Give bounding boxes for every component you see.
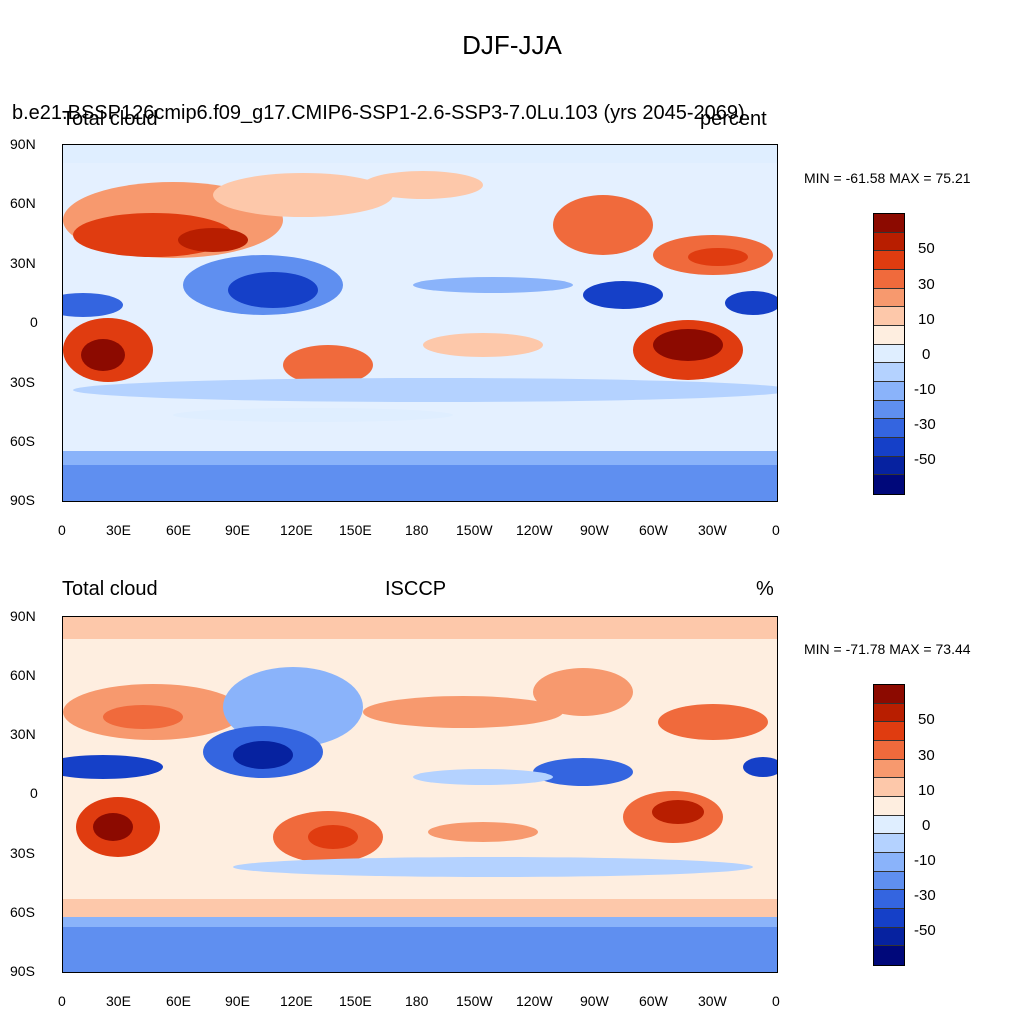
top-colorbar-label: 30 xyxy=(918,276,935,293)
bottom-min-max: MIN = -71.78 MAX = 73.44 xyxy=(804,641,971,657)
bottom-colorbar-label: 30 xyxy=(918,747,935,764)
top-lon-label: 180 xyxy=(405,522,429,538)
top-lat-label: 90N xyxy=(10,136,36,152)
bottom-colorbar-label: 0 xyxy=(922,817,931,834)
top-map xyxy=(62,144,778,502)
colorbar-swatch xyxy=(874,778,904,797)
top-lon-label: 90E xyxy=(225,522,250,538)
colorbar-swatch xyxy=(874,740,904,760)
bottom-map xyxy=(62,616,778,973)
bottom-lat-label: 30S xyxy=(10,845,35,861)
colorbar-swatch xyxy=(874,852,904,872)
bottom-lon-label: 30W xyxy=(698,993,727,1009)
bottom-lon-label: 120W xyxy=(516,993,553,1009)
colorbar-swatch xyxy=(874,381,904,401)
top-lon-label: 30W xyxy=(698,522,727,538)
top-colorbar-label: 10 xyxy=(918,311,935,328)
colorbar-swatch xyxy=(874,325,904,345)
colorbar-swatch xyxy=(874,456,904,476)
top-center-title: b.e21.BSSP126cmip6.f09_g17.CMIP6-SSP1-2.… xyxy=(12,102,745,124)
top-lat-label: 60N xyxy=(10,195,36,211)
colorbar-swatch xyxy=(874,834,904,853)
colorbar-swatch xyxy=(874,759,904,779)
bottom-lon-label: 60E xyxy=(166,993,191,1009)
top-lon-label: 150W xyxy=(456,522,493,538)
bottom-right-title: % xyxy=(756,578,774,600)
colorbar-swatch xyxy=(874,796,904,816)
bottom-lat-label: 30N xyxy=(10,726,36,742)
colorbar-swatch xyxy=(874,685,904,704)
top-colorbar-label: 0 xyxy=(922,346,931,363)
colorbar-swatch xyxy=(874,419,904,438)
top-lon-label: 0 xyxy=(58,522,66,538)
colorbar-swatch xyxy=(874,722,904,741)
bottom-lon-label: 60W xyxy=(639,993,668,1009)
top-colorbar-label: -50 xyxy=(914,451,936,468)
colorbar-swatch xyxy=(874,214,904,233)
bottom-lon-label: 90E xyxy=(225,993,250,1009)
top-lon-label: 120E xyxy=(280,522,313,538)
top-lon-label: 0 xyxy=(772,522,780,538)
top-left-title: Total cloud xyxy=(62,108,158,130)
colorbar-swatch xyxy=(874,232,904,252)
bottom-lon-label: 120E xyxy=(280,993,313,1009)
colorbar-swatch xyxy=(874,269,904,289)
bottom-colorbar-label: -30 xyxy=(914,887,936,904)
top-lon-label: 30E xyxy=(106,522,131,538)
bottom-lon-label: 0 xyxy=(772,993,780,1009)
top-right-title: percent xyxy=(700,108,767,130)
top-lat-label: 90S xyxy=(10,492,35,508)
top-lat-label: 30N xyxy=(10,255,36,271)
colorbar-swatch xyxy=(874,307,904,326)
bottom-lat-label: 90N xyxy=(10,608,36,624)
top-lon-label: 60W xyxy=(639,522,668,538)
colorbar-swatch xyxy=(874,908,904,928)
top-lon-label: 150E xyxy=(339,522,372,538)
colorbar-swatch xyxy=(874,251,904,270)
colorbar-swatch xyxy=(874,927,904,947)
bottom-lon-label: 30E xyxy=(106,993,131,1009)
colorbar-swatch xyxy=(874,475,904,494)
colorbar-swatch xyxy=(874,871,904,891)
bottom-lat-label: 90S xyxy=(10,963,35,979)
bottom-lat-label: 60N xyxy=(10,667,36,683)
top-colorbar-label: -30 xyxy=(914,416,936,433)
colorbar-swatch xyxy=(874,363,904,382)
colorbar-swatch xyxy=(874,890,904,909)
top-colorbar xyxy=(873,213,905,495)
bottom-lon-label: 90W xyxy=(580,993,609,1009)
bottom-colorbar xyxy=(873,684,905,966)
bottom-left-title: Total cloud xyxy=(62,578,158,600)
top-lon-label: 90W xyxy=(580,522,609,538)
colorbar-swatch xyxy=(874,437,904,457)
top-lon-label: 120W xyxy=(516,522,553,538)
colorbar-swatch xyxy=(874,703,904,723)
bottom-map-field xyxy=(63,617,777,972)
top-colorbar-label: -10 xyxy=(914,381,936,398)
bottom-colorbar-label: -10 xyxy=(914,852,936,869)
top-map-field xyxy=(63,145,777,501)
bottom-lon-label: 180 xyxy=(405,993,429,1009)
bottom-colorbar-label: -50 xyxy=(914,922,936,939)
bottom-lon-label: 150E xyxy=(339,993,372,1009)
colorbar-swatch xyxy=(874,946,904,965)
top-lat-label: 0 xyxy=(30,314,38,330)
bottom-center-title: ISCCP xyxy=(385,578,447,600)
colorbar-swatch xyxy=(874,344,904,364)
top-lat-label: 30S xyxy=(10,374,35,390)
bottom-lat-label: 0 xyxy=(30,785,38,801)
bottom-lon-label: 150W xyxy=(456,993,493,1009)
top-lon-label: 60E xyxy=(166,522,191,538)
top-min-max-text: MIN = -61.58 MAX = 75.21 xyxy=(804,170,971,186)
bottom-colorbar-label: 50 xyxy=(918,711,935,728)
bottom-colorbar-label: 10 xyxy=(918,782,935,799)
top-colorbar-label: 50 xyxy=(918,240,935,257)
colorbar-swatch xyxy=(874,288,904,308)
figure-title: DJF-JJA xyxy=(462,30,562,60)
bottom-lon-label: 0 xyxy=(58,993,66,1009)
colorbar-swatch xyxy=(874,815,904,835)
colorbar-swatch xyxy=(874,400,904,420)
bottom-lat-label: 60S xyxy=(10,904,35,920)
top-lat-label: 60S xyxy=(10,433,35,449)
